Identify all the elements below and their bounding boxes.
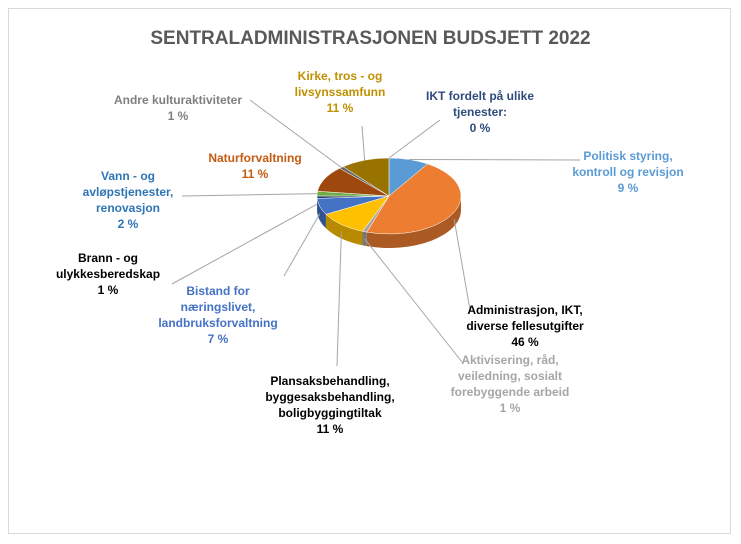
- category-label: IKT fordelt på ulike tjenester:: [425, 89, 534, 119]
- slice-side: [366, 196, 462, 249]
- chart-frame: [8, 8, 731, 534]
- category-label: Administrasjon, IKT, diverse fellesutgif…: [466, 303, 584, 333]
- value-label: 9 %: [617, 181, 639, 195]
- category-label: Aktivisering, råd, veiledning, sosialt f…: [450, 353, 570, 399]
- category-label: Andre kulturaktiviteter: [113, 93, 243, 107]
- data-label: Administrasjon, IKT, diverse fellesutgif…: [430, 302, 620, 350]
- data-label: Bistand for næringslivet, landbruksforva…: [123, 283, 313, 347]
- data-label: Politisk styring, kontroll og revisjon 9 …: [533, 148, 723, 196]
- leader-line: [453, 219, 471, 311]
- value-label: 1 %: [499, 401, 521, 415]
- data-label: Naturforvaltning 11 %: [160, 150, 350, 182]
- leader-line: [171, 203, 318, 285]
- data-label: Aktivisering, råd, veiledning, sosialt f…: [415, 352, 605, 416]
- leader-line: [388, 119, 441, 159]
- leader-line: [364, 238, 463, 363]
- leader-line: [283, 213, 321, 277]
- category-label: Kirke, tros - og livsynssamfunn: [294, 69, 386, 99]
- value-label: 46 %: [511, 335, 539, 349]
- category-label: Politisk styring, kontroll og revisjon: [572, 149, 684, 179]
- leader-line: [181, 193, 318, 197]
- category-label: Bistand for næringslivet, landbruksforva…: [158, 284, 278, 330]
- value-label: 7 %: [207, 332, 229, 346]
- leader-line: [361, 125, 366, 161]
- data-label: Kirke, tros - og livsynssamfunn 11 %: [245, 68, 435, 116]
- category-label: Vann - og avløpstjenester, renovasjon: [82, 169, 174, 215]
- slice-side: [362, 231, 367, 247]
- slice: [366, 163, 462, 235]
- value-label: 1 %: [167, 109, 189, 123]
- value-label: 11 %: [241, 167, 269, 181]
- value-label: 2 %: [117, 217, 139, 231]
- data-label: Plansaksbehandling, byggesaksbehandling,…: [235, 373, 425, 437]
- leader-line: [249, 99, 342, 168]
- leader-line: [336, 231, 342, 367]
- chart-title: SENTRALADMINISTRASJONEN BUDSJETT 2022: [150, 28, 591, 49]
- category-label: Brann - og ulykkesberedskap: [55, 251, 161, 281]
- value-label: 0 %: [469, 121, 491, 135]
- data-label: IKT fordelt på ulike tjenester: 0 %: [385, 88, 575, 136]
- value-label: 11 %: [326, 101, 354, 115]
- category-label: Naturforvaltning: [208, 151, 302, 165]
- slice-side: [325, 214, 363, 246]
- value-label: 11 %: [316, 422, 344, 436]
- category-label: Plansaksbehandling, byggesaksbehandling,…: [265, 374, 395, 420]
- value-label: 1 %: [97, 283, 119, 297]
- data-label: Brann - og ulykkesberedskap 1 %: [13, 250, 203, 298]
- data-label: Vann - og avløpstjenester, renovasjon 2 %: [33, 168, 223, 232]
- data-label: Andre kulturaktiviteter 1 %: [83, 92, 273, 124]
